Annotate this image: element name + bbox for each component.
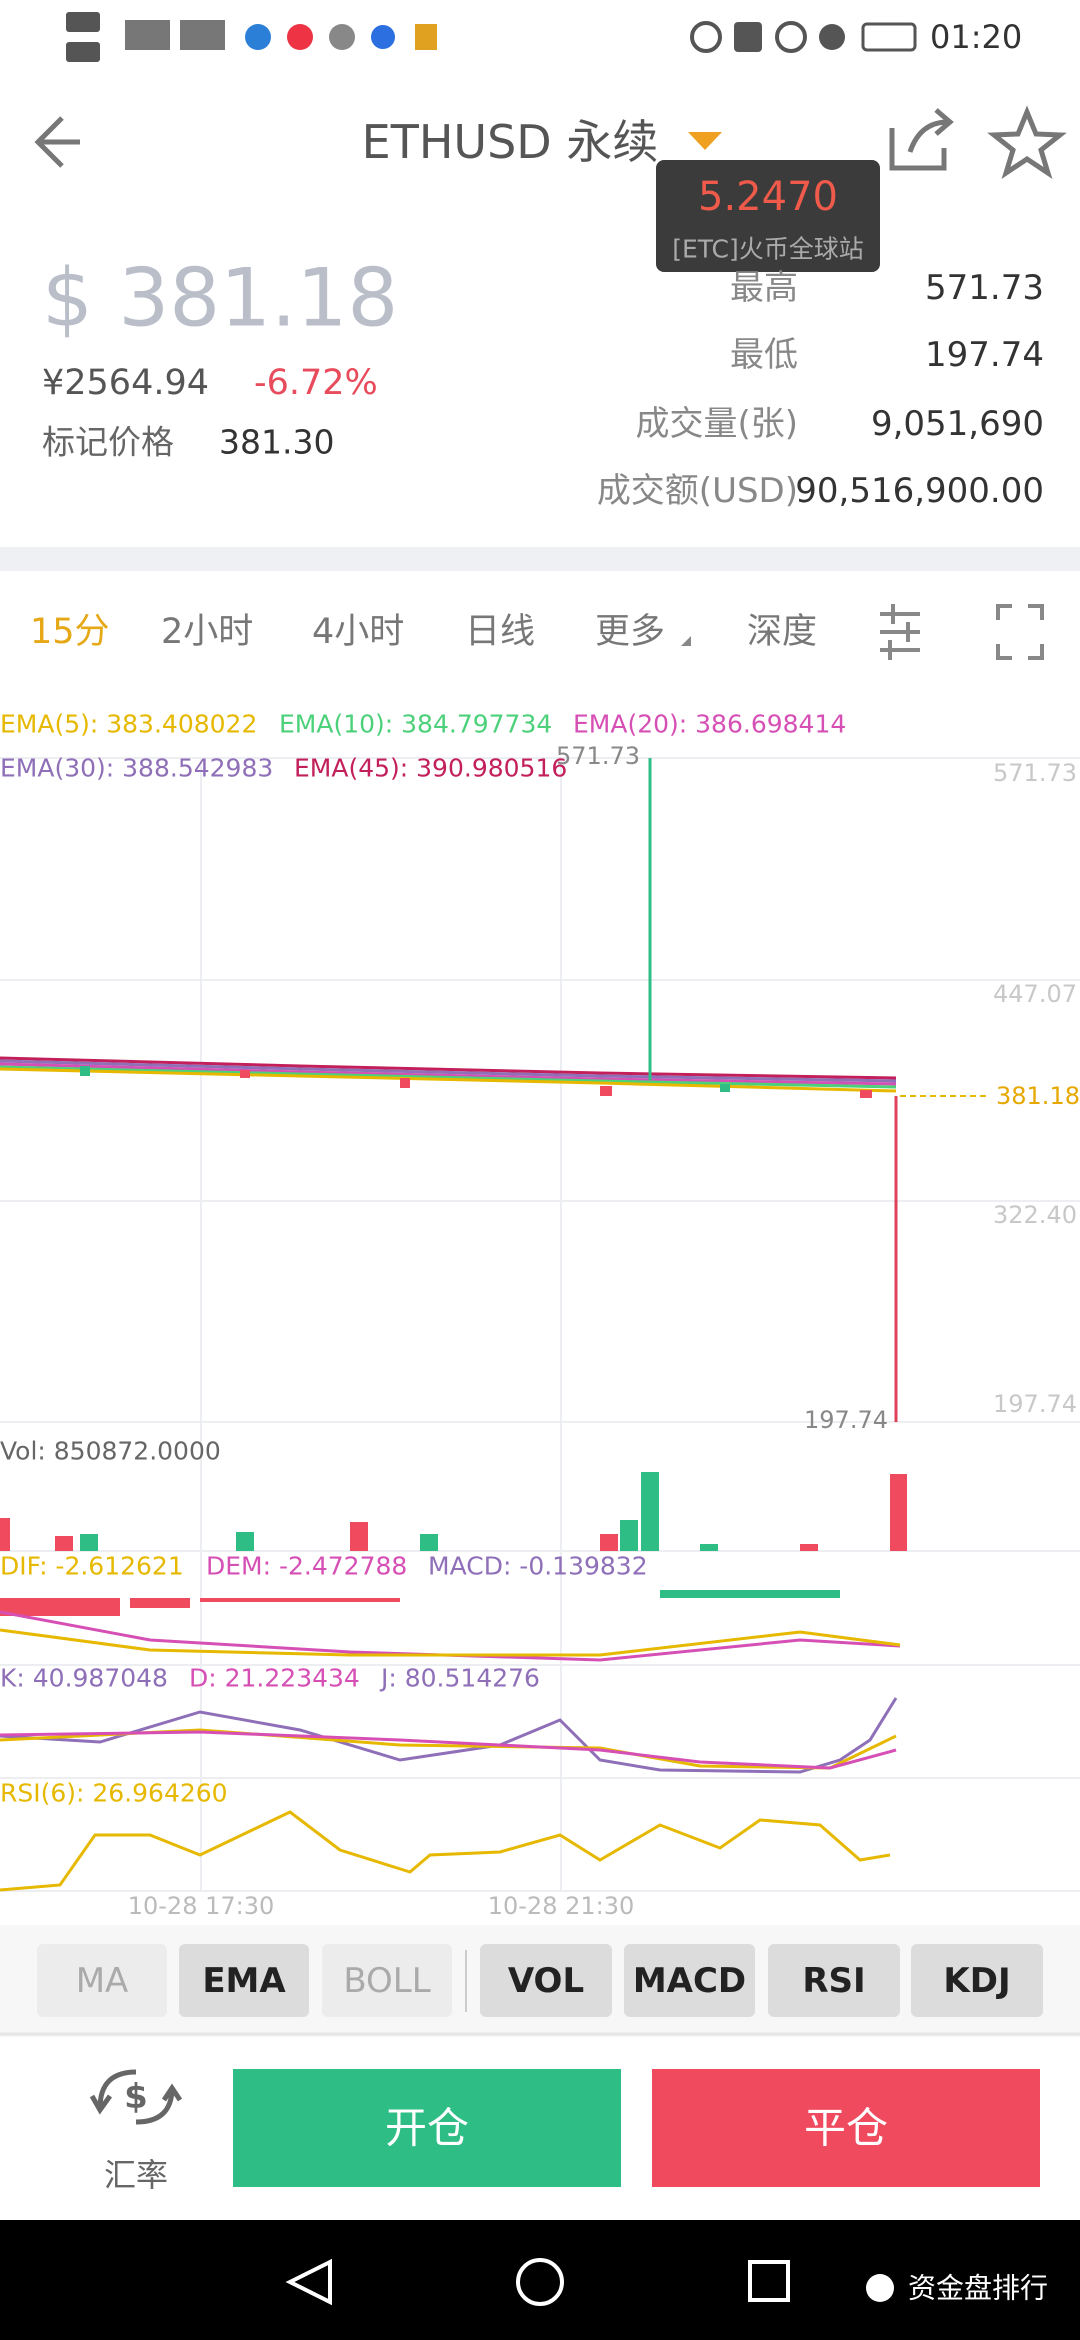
price-cny: ¥2564.94 [42, 363, 209, 403]
y-axis-label: 322.40 [993, 1201, 1077, 1229]
rate-icon[interactable] [89, 2069, 183, 2125]
y-axis-label: 571.73 [993, 759, 1077, 787]
stat-value: 197.74 [925, 335, 1044, 375]
indicator-button[interactable] [911, 1944, 1043, 2017]
rate-icon-symbol: $ [124, 2077, 148, 2117]
watermark: 资金盘排行 [908, 2272, 1048, 2305]
timeframe-tab[interactable]: 更多 [595, 612, 665, 652]
timeframe-tab[interactable]: 深度 [747, 612, 817, 652]
indicator-button[interactable] [768, 1944, 900, 2017]
stat-label: 成交量(张) [635, 404, 798, 444]
favorite-button[interactable] [987, 105, 1067, 179]
rsi-label: RSI(6): 26.964260 [0, 1779, 228, 1808]
timeframe-tab[interactable]: 4小时 [312, 612, 404, 652]
stat-label: 最低 [730, 335, 798, 375]
close-label[interactable]: 平仓 [804, 2104, 888, 2153]
timeframe-tab[interactable]: 2小时 [161, 612, 253, 652]
candles [80, 1066, 872, 1098]
back-button[interactable] [34, 116, 80, 168]
status-icons [66, 12, 917, 62]
indicator-button-label[interactable]: MACD [633, 1961, 746, 2001]
rsi-chart [0, 1810, 891, 1892]
stat-value: 571.73 [925, 268, 1044, 308]
indicator-button-label[interactable]: MA [76, 1961, 129, 2001]
rate-label[interactable]: 汇率 [104, 2156, 168, 2194]
ema-label: EMA(45): 390.980516 [294, 754, 567, 783]
indicator-button[interactable] [179, 1944, 309, 2017]
low-marker: 197.74 [804, 1406, 888, 1434]
kdj-label: K: 40.987048 [0, 1664, 168, 1693]
mark-price-value: 381.30 [219, 423, 334, 462]
indicator-button[interactable] [322, 1944, 452, 2017]
y-axis-label: 447.07 [993, 980, 1077, 1008]
stat-value: 9,051,690 [871, 404, 1044, 444]
timeframe-tab[interactable]: 15分 [30, 612, 110, 652]
kdj-chart [0, 1697, 898, 1774]
y-axis-label: 197.74 [993, 1390, 1077, 1418]
status-time: 01:20 [930, 18, 1022, 56]
macd-label: MACD: -0.139832 [428, 1552, 648, 1581]
settings-button[interactable] [880, 604, 920, 660]
last-price: $ 381.18 [42, 252, 398, 345]
fullscreen-button[interactable] [996, 604, 1044, 660]
macd-chart [0, 1590, 901, 1662]
stat-label: 最高 [730, 268, 798, 308]
nav-recent[interactable] [748, 2260, 790, 2302]
ema-label: EMA(30): 388.542983 [0, 754, 273, 783]
kdj-label: D: 21.223434 [189, 1664, 360, 1693]
nav-home[interactable] [516, 2258, 564, 2306]
volume-bars [0, 1472, 907, 1551]
indicator-button-label[interactable]: VOL [508, 1961, 584, 2001]
open-label[interactable]: 开仓 [385, 2104, 469, 2153]
indicator-button[interactable] [480, 1944, 612, 2017]
price-change: -6.72% [254, 363, 378, 403]
ema-label: EMA(10): 384.797734 [279, 710, 552, 739]
macd-label: DIF: -2.612621 [0, 1552, 184, 1581]
dropdown-arrow[interactable] [688, 132, 722, 150]
volume-label: Vol: 850872.0000 [0, 1437, 221, 1466]
indicator-button-label[interactable]: EMA [202, 1961, 286, 2001]
high-marker: 571.73 [556, 742, 640, 770]
indicator-button-label[interactable]: BOLL [343, 1961, 430, 2001]
tooltip [656, 160, 880, 272]
open-button[interactable] [233, 2069, 621, 2187]
indicator-button-label[interactable]: RSI [802, 1961, 865, 2001]
close-button[interactable] [652, 2069, 1040, 2187]
share-button[interactable] [889, 108, 954, 171]
timeframe-tab[interactable]: 日线 [465, 612, 535, 652]
mark-price-label: 标记价格 [42, 423, 174, 462]
watermark-icon [866, 2274, 894, 2302]
tooltip-label: [ETC]火币全球站 [672, 235, 864, 264]
tooltip-value: 5.2470 [698, 174, 838, 220]
divider [0, 547, 1080, 571]
ema-lines [0, 1056, 897, 1093]
x-axis-label: 10-28 21:30 [488, 1892, 635, 1920]
indicator-button[interactable] [37, 1944, 167, 2017]
x-axis-label: 10-28 17:30 [128, 1892, 275, 1920]
ema-label: EMA(20): 386.698414 [573, 710, 846, 739]
nav-bar [0, 2220, 1080, 2340]
kdj-label: J: 80.514276 [379, 1664, 540, 1693]
chart-grid [0, 757, 1080, 1892]
stat-value: 90,516,900.00 [795, 471, 1044, 511]
indicator-button-label[interactable]: KDJ [943, 1961, 1010, 2001]
ema-label: EMA(5): 383.408022 [0, 710, 257, 739]
indicator-button[interactable] [624, 1944, 755, 2017]
nav-back[interactable] [285, 2258, 332, 2306]
last-price-marker: 381.18 [996, 1082, 1080, 1110]
macd-label: DEM: -2.472788 [206, 1552, 407, 1581]
more-arrow [681, 636, 691, 646]
stat-label: 成交额(USD) [597, 471, 798, 511]
page-title[interactable]: ETHUSD 永续 [362, 115, 659, 169]
